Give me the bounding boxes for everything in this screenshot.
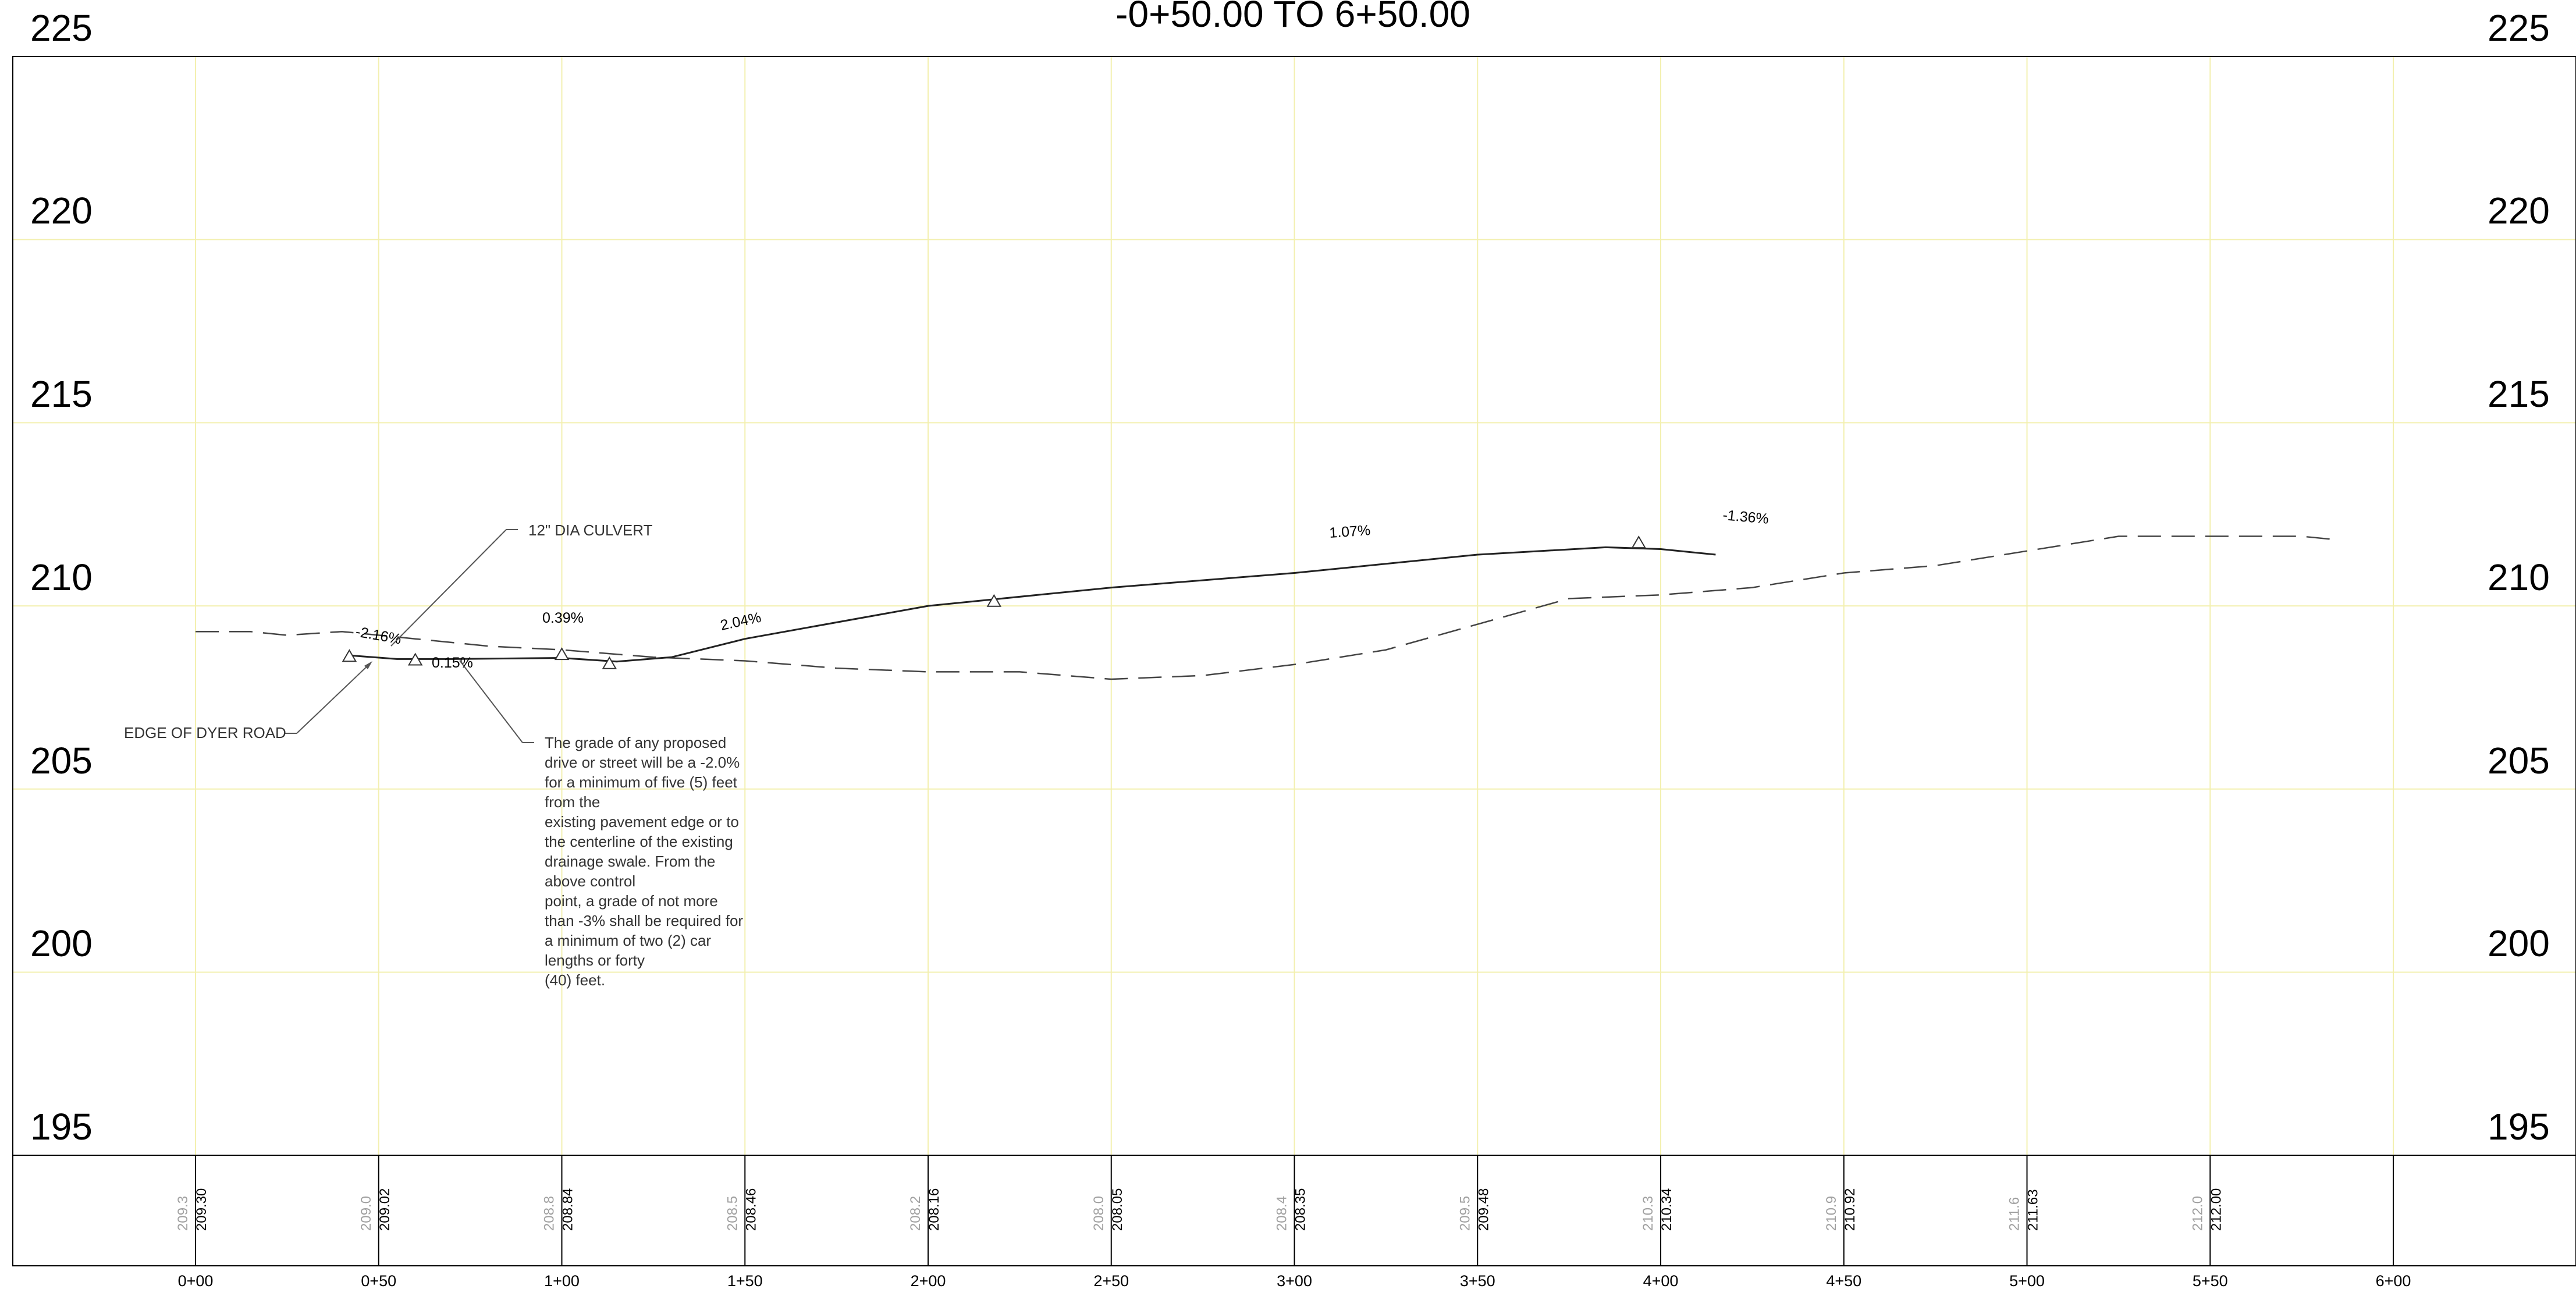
note-line: point, a grade of not more bbox=[545, 892, 718, 910]
existing-elevation-value: 208.5 bbox=[724, 1196, 740, 1231]
note-leader-line bbox=[459, 660, 523, 743]
plot-frame bbox=[12, 56, 2576, 1266]
station-labels: 0+00 0+50 1+00 1+50 2+00 2+50 3+00 3+50 4+00 4+50… bbox=[178, 1272, 2411, 1290]
profile-lines bbox=[196, 535, 2339, 680]
grade-break-triangle-icon bbox=[986, 594, 1002, 607]
road-edge-callout-text: EDGE OF DYER ROAD bbox=[124, 724, 286, 741]
existing-elevation-value: 210.9 bbox=[1824, 1196, 1839, 1231]
elev-label-205-right: 205 bbox=[2488, 740, 2550, 782]
station-label: 3+00 bbox=[1277, 1272, 1312, 1290]
existing-elevation-value: 208.2 bbox=[908, 1196, 923, 1231]
station-label: 1+50 bbox=[727, 1272, 763, 1290]
proposed-elevation-value: 211.63 bbox=[2026, 1189, 2041, 1231]
station-label: 3+50 bbox=[1460, 1272, 1495, 1290]
elev-label-210-right: 210 bbox=[2488, 556, 2550, 598]
note-line: (40) feet. bbox=[545, 971, 605, 989]
station-label: 0+50 bbox=[361, 1272, 396, 1290]
elevation-labels-left: 225 220 215 210 205 200 195 bbox=[30, 7, 93, 1148]
note-line: the centerline of the existing bbox=[545, 833, 733, 850]
proposed-elevation-value: 208.16 bbox=[926, 1188, 942, 1231]
proposed-elevation-value: 210.34 bbox=[1659, 1188, 1675, 1231]
station-label: 4+50 bbox=[1826, 1272, 1861, 1290]
existing-ground-line bbox=[196, 535, 2339, 680]
elev-label-220-right: 220 bbox=[2488, 190, 2550, 232]
note-line: than -3% shall be required for bbox=[545, 912, 743, 929]
note-line: drive or street will be a -2.0% bbox=[545, 754, 740, 771]
road-edge-leader-line bbox=[296, 663, 371, 734]
grade-label: 1.07% bbox=[1328, 522, 1371, 541]
station-label: 5+00 bbox=[2009, 1272, 2045, 1290]
grid-lines bbox=[13, 56, 2576, 1266]
grade-break-triangle-icon bbox=[602, 656, 617, 669]
existing-elevation-value: 212.0 bbox=[2190, 1196, 2205, 1231]
elevation-data-band: 209.3 209.0 208.8 208.5 208.2 208.0 208.4 209.5… bbox=[175, 1188, 2224, 1231]
proposed-elevation-value: 208.84 bbox=[560, 1188, 576, 1231]
grade-break-triangle-icon bbox=[554, 647, 570, 661]
note-line: for a minimum of five (5) feet bbox=[545, 773, 738, 791]
proposed-profile-line bbox=[349, 546, 1716, 663]
profile-title: -0+50.00 TO 6+50.00 bbox=[1115, 0, 1470, 35]
elev-label-200-right: 200 bbox=[2488, 922, 2550, 964]
proposed-elevation-value: 209.02 bbox=[377, 1188, 393, 1231]
station-label: 1+00 bbox=[544, 1272, 580, 1290]
elevation-labels-right: 225 220 215 210 205 200 195 bbox=[2488, 7, 2550, 1148]
station-label: 2+50 bbox=[1093, 1272, 1129, 1290]
elev-label-220-left: 220 bbox=[30, 190, 93, 232]
note-line: above control bbox=[545, 872, 635, 890]
elev-label-205-left: 205 bbox=[30, 740, 93, 782]
grade-requirement-note: The grade of any proposed drive or stree… bbox=[545, 734, 743, 989]
station-label: 4+00 bbox=[1643, 1272, 1679, 1290]
elev-label-225-left: 225 bbox=[30, 7, 93, 49]
elev-label-195-left: 195 bbox=[30, 1106, 93, 1148]
grade-label: 2.04% bbox=[719, 609, 762, 634]
grade-break-triangle-icon bbox=[342, 649, 357, 662]
station-label: 6+00 bbox=[2376, 1272, 2411, 1290]
elev-label-215-left: 215 bbox=[30, 373, 93, 415]
arrow-head-icon bbox=[364, 661, 372, 669]
elev-label-215-right: 215 bbox=[2488, 373, 2550, 415]
proposed-elevation-value: 208.05 bbox=[1110, 1188, 1125, 1231]
existing-elevation-value: 208.0 bbox=[1091, 1196, 1107, 1231]
culvert-leader-line bbox=[390, 529, 507, 647]
proposed-elevation-value: 212.00 bbox=[2208, 1188, 2224, 1231]
proposed-elevation-value: 208.46 bbox=[743, 1188, 759, 1231]
existing-elevation-value: 209.0 bbox=[358, 1196, 374, 1231]
proposed-elevation-value: 210.92 bbox=[1842, 1188, 1858, 1231]
grade-label: 0.15% bbox=[432, 655, 473, 671]
grade-break-triangle-icon bbox=[407, 652, 423, 666]
note-line: lengths or forty bbox=[545, 952, 645, 969]
existing-elevation-value: 209.3 bbox=[175, 1196, 191, 1231]
station-label: 0+00 bbox=[178, 1272, 214, 1290]
grade-break-markers bbox=[342, 535, 1646, 669]
station-label: 2+00 bbox=[911, 1272, 946, 1290]
grade-label: 0.39% bbox=[542, 610, 584, 626]
elev-label-225-right: 225 bbox=[2488, 7, 2550, 49]
elev-label-210-left: 210 bbox=[30, 556, 93, 598]
existing-elevation-value: 208.4 bbox=[1274, 1196, 1290, 1231]
existing-elevation-value: 210.3 bbox=[1640, 1196, 1656, 1231]
note-line: drainage swale. From the bbox=[545, 853, 715, 870]
proposed-elevation-value: 208.35 bbox=[1293, 1188, 1309, 1231]
grade-label: -1.36% bbox=[1722, 507, 1769, 527]
station-label: 5+50 bbox=[2193, 1272, 2228, 1290]
proposed-elevation-value: 209.30 bbox=[194, 1188, 209, 1231]
note-line: from the bbox=[545, 793, 600, 811]
elev-label-195-right: 195 bbox=[2488, 1106, 2550, 1148]
existing-elevation-value: 208.8 bbox=[542, 1196, 557, 1231]
existing-elevation-value: 211.6 bbox=[2007, 1197, 2023, 1231]
grade-break-triangle-icon bbox=[1631, 535, 1646, 549]
note-line: The grade of any proposed bbox=[545, 734, 726, 751]
callouts: 12" DIA CULVERT EDGE OF DYER ROAD The gr… bbox=[124, 521, 743, 989]
elev-label-200-left: 200 bbox=[30, 922, 93, 964]
note-line: existing pavement edge or to bbox=[545, 813, 739, 830]
proposed-elevation-value: 209.48 bbox=[1476, 1188, 1491, 1231]
culvert-callout-text: 12" DIA CULVERT bbox=[528, 521, 653, 539]
existing-elevation-value: 209.5 bbox=[1457, 1196, 1473, 1231]
note-line: a minimum of two (2) car bbox=[545, 932, 711, 949]
